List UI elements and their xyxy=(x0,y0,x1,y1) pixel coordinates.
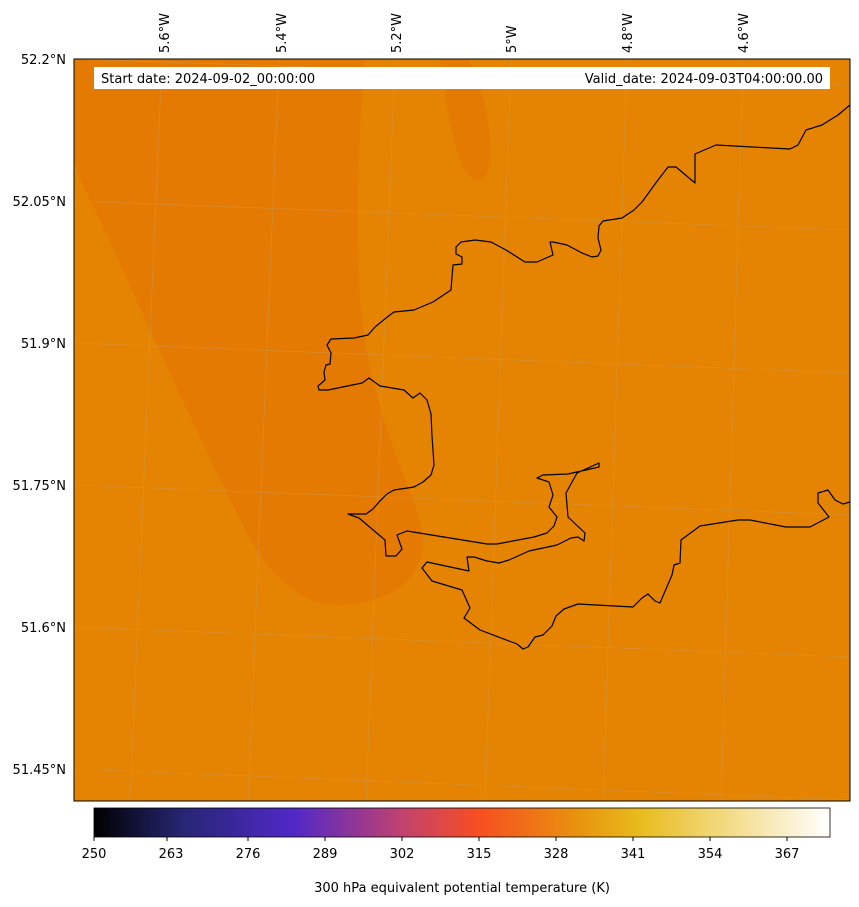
colorbar: 250 263 276 289 302 315 328 341 354 367 … xyxy=(82,807,831,896)
map-frame xyxy=(73,58,851,802)
coastline xyxy=(317,104,850,650)
colorbar-gradient xyxy=(93,807,831,838)
parallel-51-45n xyxy=(74,768,850,801)
coastline-north xyxy=(317,104,850,650)
colorbar-tick-label: 263 xyxy=(159,847,184,862)
temperature-field-darker-region xyxy=(74,59,423,605)
latitude-labels: 52.2°N 52.05°N 51.9°N 51.75°N 51.6°N 51.… xyxy=(13,53,66,778)
meridian-4-6w xyxy=(720,59,744,801)
colorbar-tick-label: 302 xyxy=(390,847,415,862)
colorbar-tick-label: 367 xyxy=(775,847,800,862)
colorbar-tick-label: 276 xyxy=(236,847,261,862)
start-date-label: Start date: 2024-09-02_00:00:00 xyxy=(101,72,315,87)
lon-label-5-6w: 5.6°W xyxy=(158,13,173,53)
colorbar-tick-label: 354 xyxy=(698,847,723,862)
meridian-4-8w xyxy=(602,59,628,801)
meridian-5-2w xyxy=(365,59,396,801)
lat-label-51-9n: 51.9°N xyxy=(21,337,66,352)
map-area xyxy=(74,59,850,801)
colorbar-tick-label: 315 xyxy=(467,847,492,862)
lat-label-52-05n: 52.05°N xyxy=(13,195,66,210)
lat-label-51-6n: 51.6°N xyxy=(21,621,66,636)
meridian-5w xyxy=(484,59,512,801)
colorbar-tick-label: 250 xyxy=(82,847,107,862)
parallel-51-6n xyxy=(74,626,850,658)
parallel-52-05n xyxy=(74,200,850,231)
colorbar-tick-label: 341 xyxy=(621,847,646,862)
lon-label-4-6w: 4.6°W xyxy=(737,13,752,53)
parallel-51-75n xyxy=(74,484,850,516)
colorbar-ticks xyxy=(93,837,788,841)
lon-label-5-4w: 5.4°W xyxy=(275,13,290,53)
colorbar-tick-label: 328 xyxy=(544,847,569,862)
lat-label-51-45n: 51.45°N xyxy=(13,763,66,778)
parallel-51-9n xyxy=(74,342,850,374)
info-banner xyxy=(94,67,830,89)
lon-label-5w: 5°W xyxy=(505,25,520,53)
meridian-5-6w xyxy=(129,59,163,801)
valid-date-label: Valid_date: 2024-09-03T04:00:00.00 xyxy=(585,72,823,87)
temperature-field-darker-patch xyxy=(440,59,491,180)
colorbar-title: 300 hPa equivalent potential temperature… xyxy=(314,881,610,896)
lon-label-5-2w: 5.2°W xyxy=(390,13,405,53)
meridian-5-4w xyxy=(247,59,280,801)
lon-label-4-8w: 4.8°W xyxy=(621,13,636,53)
lat-label-52-2n: 52.2°N xyxy=(21,53,66,68)
colorbar-tick-label: 289 xyxy=(313,847,338,862)
lat-label-51-75n: 51.75°N xyxy=(13,479,66,494)
longitude-labels: 5.6°W 5.4°W 5.2°W 5°W 4.8°W 4.6°W xyxy=(158,13,752,53)
